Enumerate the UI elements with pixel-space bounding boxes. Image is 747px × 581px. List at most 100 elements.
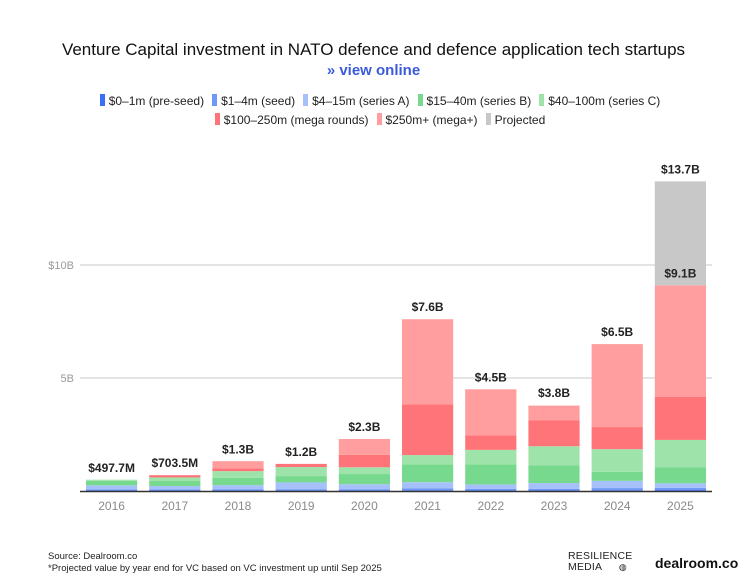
bar-segment bbox=[86, 480, 138, 486]
x-tick-label: 2019 bbox=[288, 499, 315, 513]
bar-segment bbox=[275, 482, 327, 490]
bar-segment bbox=[149, 489, 201, 491]
bar-segment bbox=[654, 467, 706, 484]
total-label: $2.3B bbox=[348, 420, 380, 434]
x-tick-label: 2022 bbox=[477, 499, 504, 513]
legend-swatch bbox=[212, 94, 218, 106]
legend-item[interactable]: $100–250m (mega rounds) bbox=[214, 111, 369, 130]
bar-segment bbox=[212, 489, 264, 491]
bar-segment bbox=[212, 477, 264, 486]
source-note: Source: Dealroom.co bbox=[48, 551, 138, 562]
bar-segment bbox=[402, 464, 454, 483]
bar-segment bbox=[338, 454, 390, 468]
legend-item[interactable]: $40–100m (series C) bbox=[539, 92, 660, 111]
x-tick-label: 2023 bbox=[541, 499, 568, 513]
bar-segment bbox=[402, 482, 454, 489]
bar-segment bbox=[528, 446, 580, 466]
bar-segment bbox=[654, 439, 706, 468]
bar-segment bbox=[275, 476, 327, 483]
resilience-media-logo: RESILIENCE MEDIA ◍ bbox=[568, 551, 632, 573]
bar-segment bbox=[465, 389, 517, 436]
bar-segment bbox=[86, 489, 138, 491]
total-label: $1.2B bbox=[285, 445, 317, 459]
legend-item[interactable]: $0–1m (pre-seed) bbox=[99, 92, 205, 111]
bar-segment bbox=[528, 465, 580, 484]
x-tick-label: 2024 bbox=[604, 499, 631, 513]
bar-segment bbox=[591, 471, 643, 481]
bar-segment bbox=[402, 488, 454, 491]
bar-segment bbox=[528, 483, 580, 489]
total-label: $497.7M bbox=[88, 461, 135, 475]
bar-segment bbox=[402, 490, 454, 491]
x-tick-label: 2018 bbox=[225, 499, 252, 513]
resilience-logo-line2: MEDIA bbox=[568, 561, 602, 573]
bar-segment bbox=[465, 484, 517, 489]
legend-label: $40–100m (series C) bbox=[548, 94, 661, 108]
bar-segment bbox=[528, 420, 580, 447]
bar-segment bbox=[654, 483, 706, 488]
legend-item[interactable]: $1–4m (seed) bbox=[212, 92, 295, 111]
x-tick-label: 2020 bbox=[351, 499, 378, 513]
legend-swatch bbox=[214, 113, 220, 125]
bar-segment bbox=[402, 404, 454, 456]
legend-item[interactable]: $250m+ (mega+) bbox=[376, 111, 478, 130]
chart-legend: $0–1m (pre-seed) $1–4m (seed) $4–15m (seri… bbox=[40, 92, 720, 130]
view-online-link[interactable]: » view online bbox=[326, 62, 421, 79]
total-label: $1.3B bbox=[222, 443, 254, 457]
bar-segment bbox=[528, 405, 580, 421]
bar-segment bbox=[465, 464, 517, 485]
globe-icon: ◍ bbox=[618, 562, 627, 572]
bar-segment bbox=[149, 486, 201, 490]
legend-label: $100–250m (mega rounds) bbox=[223, 113, 369, 127]
bar-segment bbox=[591, 449, 643, 472]
bar-segment bbox=[654, 490, 706, 491]
bar-segment bbox=[591, 344, 643, 428]
chart-title: Venture Capital investment in NATO defen… bbox=[61, 40, 686, 59]
total-label: $6.5B bbox=[601, 325, 633, 339]
bar-segment bbox=[212, 461, 264, 469]
bar-segment bbox=[149, 475, 201, 478]
x-tick-label: 2025 bbox=[667, 499, 694, 513]
total-label: $13.7B bbox=[661, 162, 700, 176]
legend-label: $4–15m (series A) bbox=[312, 94, 410, 108]
bar-segment bbox=[212, 471, 264, 478]
bar-segment bbox=[591, 488, 643, 491]
bar-segment bbox=[591, 480, 643, 489]
y-tick-label: 5B bbox=[61, 373, 74, 385]
legend-item[interactable]: Projected bbox=[485, 111, 546, 130]
bar-segment bbox=[338, 474, 390, 485]
bar-segment bbox=[402, 319, 454, 405]
legend-label: $1–4m (seed) bbox=[221, 94, 296, 108]
x-tick-label: 2017 bbox=[161, 499, 188, 513]
bar-segment bbox=[212, 468, 264, 472]
bar-segment bbox=[465, 488, 517, 491]
legend-label: Projected bbox=[494, 113, 546, 127]
legend-label: $250m+ (mega+) bbox=[385, 113, 478, 127]
stacked-bar-chart: 5B $10B $497.7M 2016 $703.5M 2017 $1.3B 2018 $1.… bbox=[48, 162, 712, 513]
bar-segment bbox=[465, 449, 517, 465]
bar-segment bbox=[654, 396, 706, 440]
bar-segment bbox=[338, 439, 390, 455]
total-label: $4.5B bbox=[475, 370, 507, 384]
projection-note: *Projected value by year end for VC base… bbox=[48, 563, 382, 574]
bar-segment bbox=[465, 435, 517, 450]
legend-label: $0–1m (pre-seed) bbox=[108, 94, 205, 108]
bar-segment bbox=[654, 181, 706, 286]
legend-item[interactable]: $15–40m (series B) bbox=[417, 92, 532, 111]
bar-segment bbox=[402, 455, 454, 465]
dealroom-logo: dealroom.co bbox=[655, 555, 739, 571]
bar-segment bbox=[275, 489, 327, 491]
legend-swatch bbox=[376, 113, 382, 125]
legend-label: $15–40m (series B) bbox=[426, 94, 532, 108]
bar-segment bbox=[86, 485, 138, 490]
bar-segment bbox=[212, 485, 264, 490]
bar-segment bbox=[338, 467, 390, 475]
legend-item[interactable]: $4–15m (series A) bbox=[303, 92, 410, 111]
bar-segment bbox=[338, 484, 390, 490]
legend-swatch bbox=[303, 94, 309, 106]
legend-swatch bbox=[99, 94, 105, 106]
x-tick-label: 2016 bbox=[98, 499, 125, 513]
x-tick-label: 2021 bbox=[414, 499, 441, 513]
total-label: $7.6B bbox=[412, 300, 444, 314]
bar-segment bbox=[654, 285, 706, 397]
